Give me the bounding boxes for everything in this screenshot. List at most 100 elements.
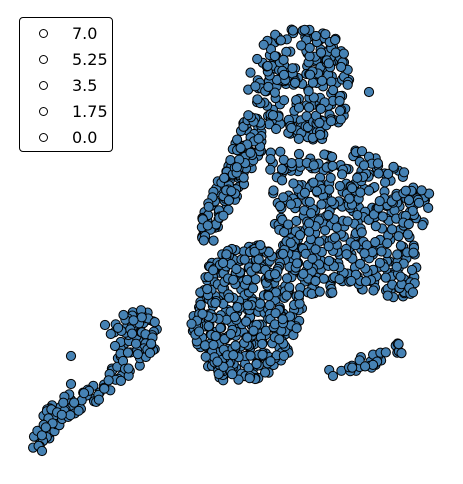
map-point — [282, 274, 291, 283]
map-point — [278, 315, 287, 324]
map-point — [232, 163, 241, 172]
map-point — [100, 320, 109, 329]
legend-entry: 1.75 — [20, 102, 112, 122]
map-point — [270, 52, 279, 61]
map-point — [254, 134, 263, 143]
map-point — [345, 194, 354, 203]
map-point — [263, 61, 272, 70]
map-point — [325, 185, 334, 194]
map-point — [389, 162, 398, 171]
map-point — [287, 159, 296, 168]
map-point — [287, 123, 296, 132]
map-point — [397, 349, 406, 358]
map-point — [401, 186, 410, 195]
map-point — [187, 319, 196, 328]
map-point — [393, 250, 402, 259]
map-point — [288, 64, 297, 73]
map-point — [243, 333, 252, 342]
map-point — [246, 68, 255, 77]
map-point — [304, 87, 313, 96]
map-point — [316, 104, 325, 113]
map-point — [324, 256, 333, 265]
map-point — [211, 332, 220, 341]
map-point — [253, 54, 262, 63]
map-point — [230, 312, 239, 321]
legend-label: 3.5 — [72, 76, 97, 96]
map-point — [198, 309, 207, 318]
map-point — [145, 348, 154, 357]
map-point — [279, 70, 288, 79]
map-point — [418, 221, 427, 230]
map-point — [318, 76, 327, 85]
map-point — [337, 62, 346, 71]
map-point — [277, 164, 286, 173]
map-point — [133, 350, 142, 359]
map-point — [408, 288, 417, 297]
map-point — [57, 410, 66, 419]
legend-entry: 5.25 — [20, 50, 112, 70]
map-point — [209, 340, 218, 349]
map-point — [394, 340, 403, 349]
map-point — [219, 211, 228, 220]
map-point — [203, 285, 212, 294]
map-point — [324, 59, 333, 68]
map-point — [219, 258, 228, 267]
legend-label: 7.0 — [72, 24, 97, 44]
map-point — [264, 82, 273, 91]
map-point — [147, 339, 156, 348]
map-point — [396, 241, 405, 250]
map-point — [294, 149, 303, 158]
map-point — [66, 379, 75, 388]
map-point — [256, 241, 265, 250]
map-point — [253, 95, 262, 104]
map-point — [348, 363, 357, 372]
map-point — [252, 359, 261, 368]
map-point — [364, 186, 373, 195]
map-point — [276, 202, 285, 211]
map-point — [319, 274, 328, 283]
map-point — [375, 258, 384, 267]
legend-label: 1.75 — [72, 102, 108, 122]
map-point — [59, 398, 68, 407]
map-point — [116, 376, 125, 385]
map-point — [276, 36, 285, 45]
map-point — [409, 248, 418, 257]
map-point — [324, 211, 333, 220]
map-point — [66, 411, 75, 420]
map-point — [266, 357, 275, 366]
map-point — [226, 329, 235, 338]
map-point — [229, 275, 238, 284]
legend: 7.0 5.25 3.5 1.75 0.0 — [19, 17, 113, 152]
map-point — [288, 26, 297, 35]
legend-marker-icon — [39, 29, 48, 38]
map-point — [246, 351, 255, 360]
map-point — [396, 272, 405, 281]
map-point — [361, 362, 370, 371]
map-point — [286, 200, 295, 209]
map-point — [338, 170, 347, 179]
map-point — [356, 259, 365, 268]
map-point — [284, 220, 293, 229]
map-point — [220, 173, 229, 182]
map-point — [246, 148, 255, 157]
map-point — [378, 212, 387, 221]
map-point — [295, 231, 304, 240]
map-point — [229, 351, 238, 360]
map-point — [110, 341, 119, 350]
map-point — [353, 173, 362, 182]
map-point — [394, 232, 403, 241]
map-point — [266, 155, 275, 164]
map-point — [278, 176, 287, 185]
map-point — [195, 327, 204, 336]
map-point — [383, 239, 392, 248]
map-point — [305, 103, 314, 112]
map-point — [327, 117, 336, 126]
map-point — [242, 317, 251, 326]
map-point — [94, 395, 103, 404]
map-point — [264, 291, 273, 300]
map-point — [254, 255, 263, 264]
map-point — [295, 291, 304, 300]
map-point — [364, 87, 373, 96]
map-point — [243, 275, 252, 284]
map-point — [129, 316, 138, 325]
